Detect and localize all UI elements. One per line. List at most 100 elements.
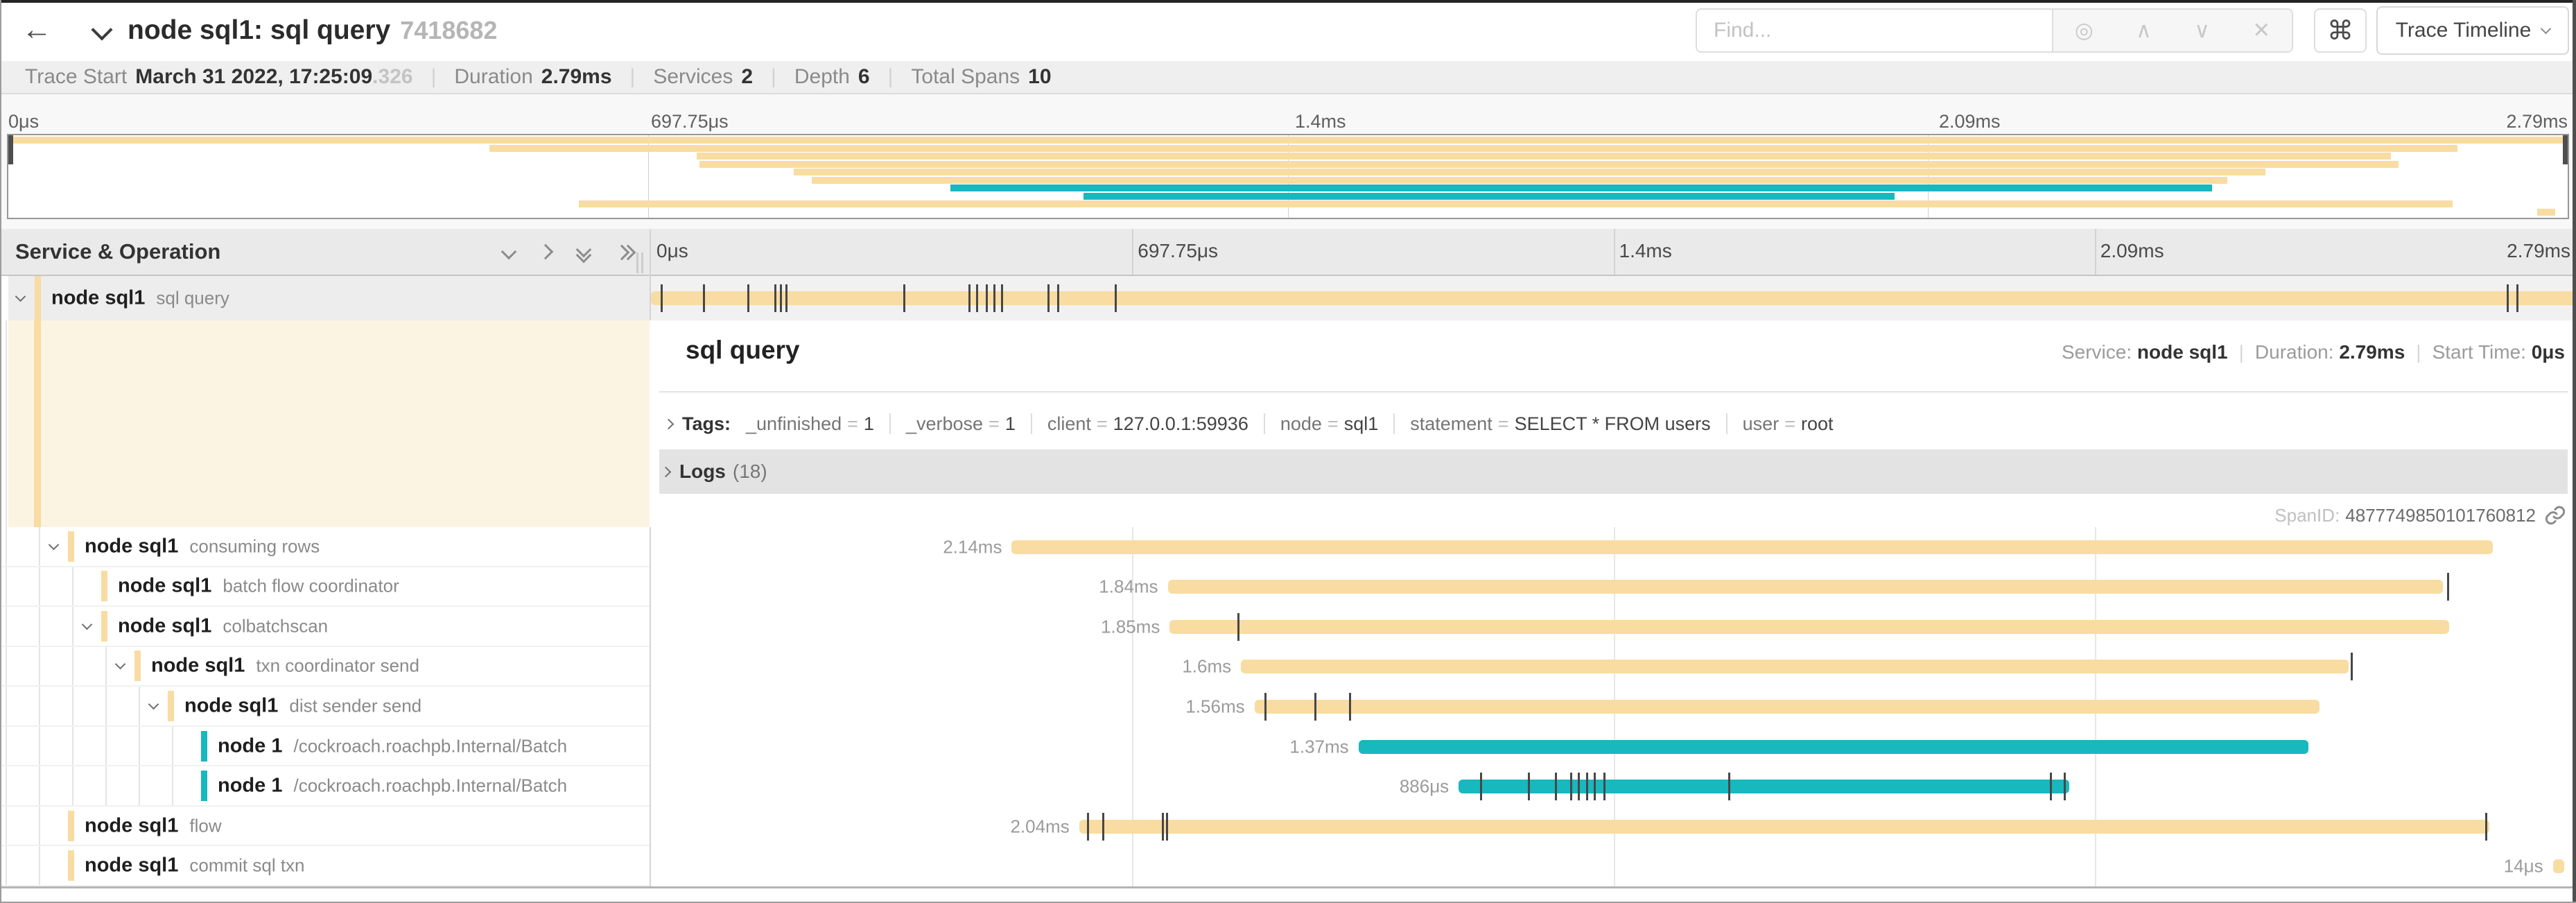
span-bar-cell[interactable]: 14μs — [650, 846, 2576, 886]
minimap-span-bar — [699, 160, 2399, 168]
span-bar[interactable] — [1254, 699, 2320, 714]
operation-name: sql query — [156, 287, 229, 309]
span-bar-cell[interactable]: 2.14ms — [650, 527, 2576, 567]
span-row[interactable]: node 1/cockroach.roachpb.Internal/Batch 1… — [0, 726, 2576, 767]
span-row[interactable]: node 1/cockroach.roachpb.Internal/Batch 8… — [0, 766, 2576, 807]
copy-link-icon[interactable] — [2544, 504, 2566, 526]
span-log-tick — [1115, 284, 1117, 312]
span-bar[interactable] — [1241, 660, 2349, 674]
span-tree-cell[interactable]: node 1/cockroach.roachpb.Internal/Batch — [0, 726, 650, 767]
span-bar[interactable] — [2552, 859, 2565, 874]
span-row[interactable]: node sql1 txn coordinator send 1.6ms — [0, 646, 2576, 687]
span-bar[interactable] — [1169, 619, 2449, 634]
keyboard-shortcuts-button[interactable]: ⌘ — [2314, 8, 2367, 53]
ruler-gridline — [1132, 229, 1134, 275]
tag-key: _unfinished — [746, 413, 842, 434]
span-row[interactable]: node sql1 batch flow coordinator 1.84ms — [0, 567, 2576, 608]
back-button[interactable]: ← — [12, 8, 61, 51]
tags-row[interactable]: Tags: _unfinished = 1 _verbose = 1 client = 127.0… — [662, 404, 2568, 444]
span-bar-cell[interactable] — [651, 276, 2576, 320]
span-duration-label: 886μs — [1399, 775, 1450, 797]
service-operation-header: Service & Operation — [0, 229, 650, 275]
tree-guide-line — [105, 766, 107, 805]
tree-guide-line — [72, 567, 73, 606]
span-collapse-chevron-icon[interactable] — [114, 659, 126, 670]
span-row[interactable]: node sql1 colbatchscan 1.85ms — [0, 607, 2576, 647]
span-row[interactable]: node sql1 commit sql txn 14μs — [0, 846, 2576, 886]
span-bar[interactable] — [1079, 819, 2489, 834]
minimap-span-bar — [950, 184, 2212, 191]
minimap-canvas[interactable] — [7, 134, 2569, 219]
span-bar-cell[interactable]: 2.04ms — [650, 807, 2576, 847]
span-bar-cell[interactable]: 886μs — [650, 766, 2576, 807]
tag-equals: = — [1096, 413, 1108, 434]
operation-name: /cockroach.roachpb.Internal/Batch — [293, 735, 568, 756]
clear-search-icon[interactable]: ✕ — [2252, 18, 2271, 42]
logs-row[interactable]: Logs (18) — [659, 449, 2568, 494]
chevron-right-icon — [663, 418, 675, 429]
span-tree-cell[interactable]: node sql1 dist sender send — [0, 687, 650, 727]
timeline-minimap: 0μs 697.75μs 1.4ms 2.09ms 2.79ms — [0, 94, 2576, 229]
span-collapse-chevron-icon[interactable] — [81, 619, 93, 630]
span-tree-cell[interactable]: node sql1 consuming rows — [0, 527, 650, 567]
span-tree-cell[interactable]: node sql1 batch flow coordinator — [0, 567, 650, 608]
span-row[interactable]: node sql1 dist sender send 1.56ms — [0, 687, 2576, 727]
span-tree-cell[interactable]: node sql1 flow — [0, 806, 650, 847]
span-log-tick — [780, 284, 783, 312]
ruler-tick-label: 0μs — [656, 240, 688, 261]
collapse-one-icon[interactable] — [501, 243, 517, 260]
expand-one-icon[interactable] — [537, 243, 553, 260]
span-bar[interactable] — [1358, 739, 2308, 754]
span-log-tick — [1603, 773, 1605, 801]
trace-info-label: Services — [653, 65, 733, 88]
tree-guide-line — [172, 766, 173, 805]
span-bar-cell[interactable]: 1.37ms — [650, 727, 2576, 767]
collapse-trace-chevron-icon[interactable] — [91, 19, 113, 41]
span-tree-cell[interactable]: node 1/cockroach.roachpb.Internal/Batch — [0, 766, 650, 807]
prev-match-icon[interactable]: ∧ — [2136, 18, 2152, 42]
tree-controls — [501, 229, 636, 275]
span-bar-cell[interactable]: 1.85ms — [650, 607, 2576, 647]
span-bar[interactable] — [1011, 540, 2494, 554]
span-id-row: SpanID: 4877749850101760812 — [2274, 504, 2566, 527]
span-tree-cell[interactable]: node sql1 txn coordinator send — [0, 646, 650, 687]
span-row[interactable]: node sql1 flow 2.04ms — [0, 806, 2576, 847]
minimap-left-drag-handle[interactable] — [8, 135, 13, 164]
span-row-selected[interactable]: node sql1 sql query — [0, 276, 2576, 320]
separator — [889, 413, 891, 434]
span-tree-cell[interactable]: node sql1 sql query — [8, 276, 650, 320]
tag-equals: = — [1497, 413, 1509, 434]
span-detail-meta: Service: node sql1 | Duration: 2.79ms | Star… — [2062, 341, 2565, 363]
expand-all-icon[interactable] — [613, 243, 636, 261]
detail-meta-label: Start Time: — [2432, 341, 2532, 363]
span-bar-cell[interactable]: 1.84ms — [650, 567, 2576, 608]
span-log-tick — [660, 284, 663, 312]
span-collapse-chevron-icon[interactable] — [148, 698, 159, 710]
span-bar[interactable] — [651, 291, 2576, 305]
collapse-all-icon[interactable] — [575, 241, 592, 264]
find-input[interactable] — [1696, 8, 2053, 53]
column-resize-grip[interactable] — [635, 252, 645, 273]
tree-guide-line — [39, 527, 40, 566]
span-bar[interactable] — [1459, 780, 2070, 794]
span-collapse-chevron-icon[interactable] — [15, 291, 26, 302]
trace-view-selector[interactable]: Trace Timeline — [2376, 6, 2569, 55]
span-row[interactable]: node sql1 consuming rows 2.14ms — [0, 527, 2576, 567]
span-bar-cell[interactable]: 1.6ms — [650, 647, 2576, 687]
minimap-right-drag-handle[interactable] — [2563, 135, 2568, 164]
column-divider[interactable] — [650, 229, 651, 886]
span-bar[interactable] — [1167, 580, 2444, 594]
span-tree-cell[interactable]: node sql1 colbatchscan — [0, 607, 650, 647]
locate-icon[interactable]: ◎ — [2074, 18, 2094, 42]
span-bar-cell[interactable]: 1.56ms — [650, 687, 2576, 727]
span-color-accent — [101, 571, 107, 602]
span-collapse-chevron-icon[interactable] — [48, 539, 60, 551]
service-name: node sql1 — [85, 814, 179, 837]
span-color-accent — [201, 730, 207, 762]
span-detail-left-accent-area — [8, 320, 650, 527]
span-tree-cell[interactable]: node sql1 commit sql txn — [0, 846, 650, 886]
tag-value: root — [1800, 413, 1834, 434]
span-detail-title[interactable]: sql query — [686, 336, 800, 364]
next-match-icon[interactable]: ∨ — [2194, 18, 2210, 42]
operation-name: commit sql txn — [189, 854, 305, 876]
